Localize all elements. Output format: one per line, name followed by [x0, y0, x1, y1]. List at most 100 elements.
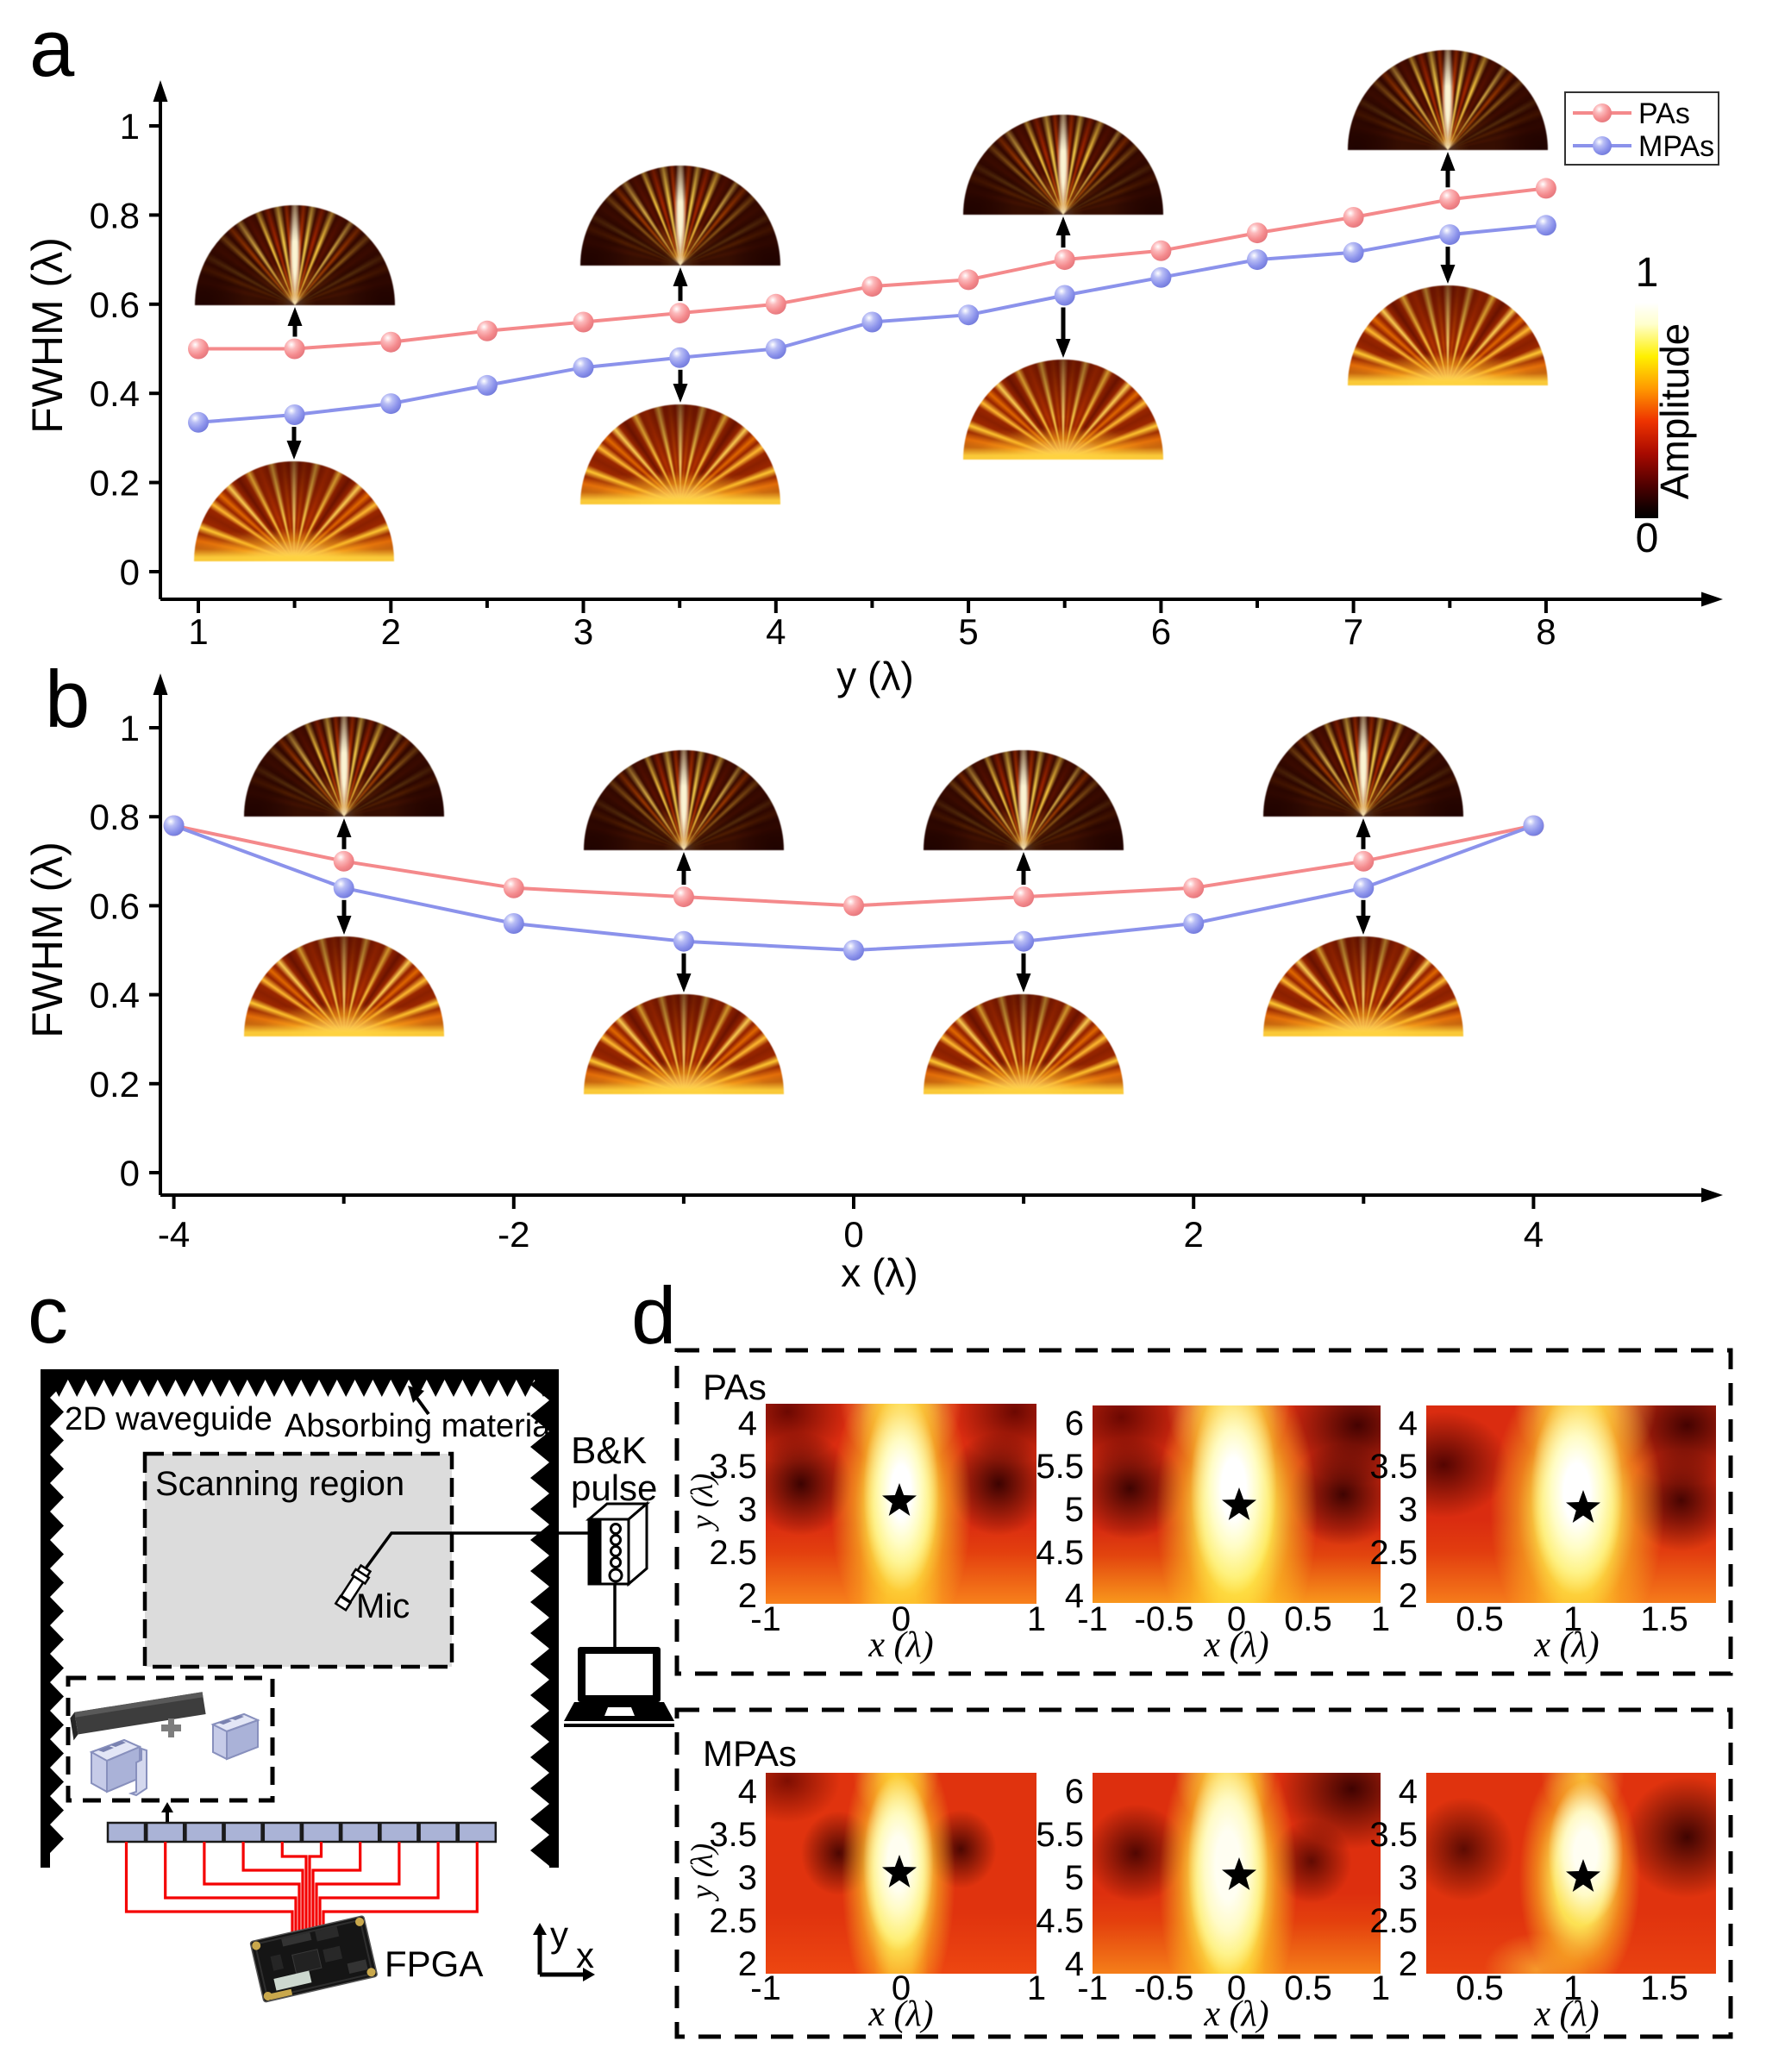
svg-text:1: 1 — [1371, 1969, 1390, 2007]
svg-text:MPAs: MPAs — [1638, 130, 1714, 163]
svg-text:0: 0 — [120, 552, 140, 592]
svg-text:3: 3 — [738, 1491, 757, 1529]
svg-text:5.5: 5.5 — [1036, 1448, 1084, 1486]
svg-text:6: 6 — [1065, 1405, 1084, 1443]
svg-text:-1: -1 — [1077, 1969, 1108, 2007]
svg-text:0.5: 0.5 — [1456, 1600, 1504, 1638]
svg-text:pulse: pulse — [571, 1468, 657, 1508]
svg-text:3.5: 3.5 — [709, 1448, 757, 1486]
svg-text:1: 1 — [1563, 1969, 1582, 2007]
svg-text:2: 2 — [738, 1945, 757, 1983]
svg-text:Scanning region: Scanning region — [155, 1465, 404, 1503]
svg-text:2.5: 2.5 — [709, 1902, 757, 1940]
svg-text:3.5: 3.5 — [1369, 1448, 1418, 1486]
svg-text:0.4: 0.4 — [90, 373, 140, 414]
svg-text:1.5: 1.5 — [1640, 1600, 1688, 1638]
svg-text:MPAs: MPAs — [703, 1733, 797, 1774]
svg-text:1: 1 — [120, 106, 140, 147]
svg-text:1: 1 — [1027, 1969, 1046, 2007]
svg-text:-1: -1 — [750, 1600, 781, 1638]
svg-text:0.5: 0.5 — [1456, 1969, 1504, 2007]
svg-text:4.5: 4.5 — [1036, 1534, 1084, 1572]
svg-text:0: 0 — [1227, 1600, 1246, 1638]
svg-text:6: 6 — [1065, 1773, 1084, 1811]
svg-text:Mic: Mic — [356, 1587, 410, 1625]
svg-text:3: 3 — [738, 1859, 757, 1897]
svg-text:y (λ): y (λ) — [836, 654, 913, 698]
svg-text:0: 0 — [1636, 516, 1659, 561]
svg-text:4: 4 — [766, 611, 786, 652]
svg-text:Absorbing material: Absorbing material — [285, 1408, 558, 1444]
svg-text:-2: -2 — [498, 1214, 529, 1255]
svg-text:0: 0 — [1227, 1969, 1246, 2007]
svg-text:x (λ): x (λ) — [841, 1250, 917, 1295]
svg-text:x (λ): x (λ) — [1533, 1994, 1599, 2034]
svg-text:4: 4 — [738, 1773, 757, 1811]
svg-text:1: 1 — [1636, 250, 1659, 296]
svg-text:1.5: 1.5 — [1640, 1969, 1688, 2007]
svg-text:0.2: 0.2 — [90, 1064, 140, 1105]
svg-text:PAs: PAs — [1638, 97, 1690, 130]
svg-text:0.5: 0.5 — [1284, 1600, 1332, 1638]
svg-text:1: 1 — [1371, 1600, 1390, 1638]
svg-text:2: 2 — [1184, 1214, 1204, 1255]
svg-text:2: 2 — [738, 1577, 757, 1615]
svg-text:2: 2 — [381, 611, 401, 652]
svg-text:5: 5 — [958, 611, 978, 652]
svg-text:4: 4 — [1399, 1405, 1418, 1443]
svg-text:x (λ): x (λ) — [867, 1625, 933, 1665]
svg-text:0: 0 — [892, 1600, 911, 1638]
svg-text:x (λ): x (λ) — [1203, 1994, 1268, 2034]
svg-text:0.8: 0.8 — [90, 797, 140, 837]
svg-text:-1: -1 — [1077, 1600, 1108, 1638]
svg-text:3.5: 3.5 — [1369, 1816, 1418, 1854]
svg-text:0.4: 0.4 — [90, 975, 140, 1016]
svg-text:4: 4 — [1065, 1945, 1084, 1983]
svg-text:3.5: 3.5 — [709, 1816, 757, 1854]
svg-text:3: 3 — [1399, 1491, 1418, 1529]
svg-text:B&K: B&K — [571, 1430, 647, 1472]
svg-text:0: 0 — [843, 1214, 863, 1255]
svg-text:1: 1 — [188, 611, 208, 652]
svg-text:4.5: 4.5 — [1036, 1902, 1084, 1940]
svg-text:x (λ): x (λ) — [1533, 1625, 1599, 1665]
svg-text:1: 1 — [1027, 1600, 1046, 1638]
svg-text:1: 1 — [1563, 1600, 1582, 1638]
svg-text:b: b — [45, 654, 90, 744]
svg-text:y (λ): y (λ) — [685, 1844, 719, 1902]
svg-text:FPGA: FPGA — [385, 1944, 483, 1984]
svg-text:4: 4 — [1065, 1577, 1084, 1615]
svg-text:7: 7 — [1343, 611, 1363, 652]
svg-text:3: 3 — [573, 611, 593, 652]
svg-text:3: 3 — [1399, 1859, 1418, 1897]
svg-text:1: 1 — [120, 708, 140, 748]
svg-text:0.6: 0.6 — [90, 285, 140, 325]
svg-text:0: 0 — [892, 1969, 911, 2007]
svg-text:2: 2 — [1399, 1577, 1418, 1615]
svg-text:2.5: 2.5 — [709, 1534, 757, 1572]
svg-text:2: 2 — [1399, 1945, 1418, 1983]
svg-text:y (λ): y (λ) — [685, 1474, 719, 1532]
svg-text:c: c — [28, 1269, 68, 1360]
svg-text:0: 0 — [120, 1153, 140, 1193]
svg-text:x (λ): x (λ) — [867, 1994, 933, 2034]
svg-text:2D waveguide: 2D waveguide — [65, 1401, 272, 1437]
svg-text:x (λ): x (λ) — [1203, 1625, 1268, 1665]
svg-text:d: d — [631, 1270, 676, 1361]
svg-text:y: y — [550, 1914, 568, 1955]
svg-text:-4: -4 — [158, 1214, 190, 1255]
svg-text:2.5: 2.5 — [1369, 1902, 1418, 1940]
svg-text:PAs: PAs — [703, 1367, 767, 1407]
svg-text:4: 4 — [738, 1405, 757, 1443]
svg-text:0.6: 0.6 — [90, 886, 140, 926]
svg-text:5: 5 — [1065, 1491, 1084, 1529]
svg-text:0.2: 0.2 — [90, 463, 140, 504]
svg-text:6: 6 — [1151, 611, 1171, 652]
svg-text:5.5: 5.5 — [1036, 1816, 1084, 1854]
svg-text:2.5: 2.5 — [1369, 1534, 1418, 1572]
svg-text:-0.5: -0.5 — [1135, 1969, 1194, 2007]
svg-text:0.5: 0.5 — [1284, 1969, 1332, 2007]
svg-text:a: a — [29, 3, 75, 93]
svg-text:x: x — [576, 1935, 594, 1975]
svg-text:5: 5 — [1065, 1859, 1084, 1897]
